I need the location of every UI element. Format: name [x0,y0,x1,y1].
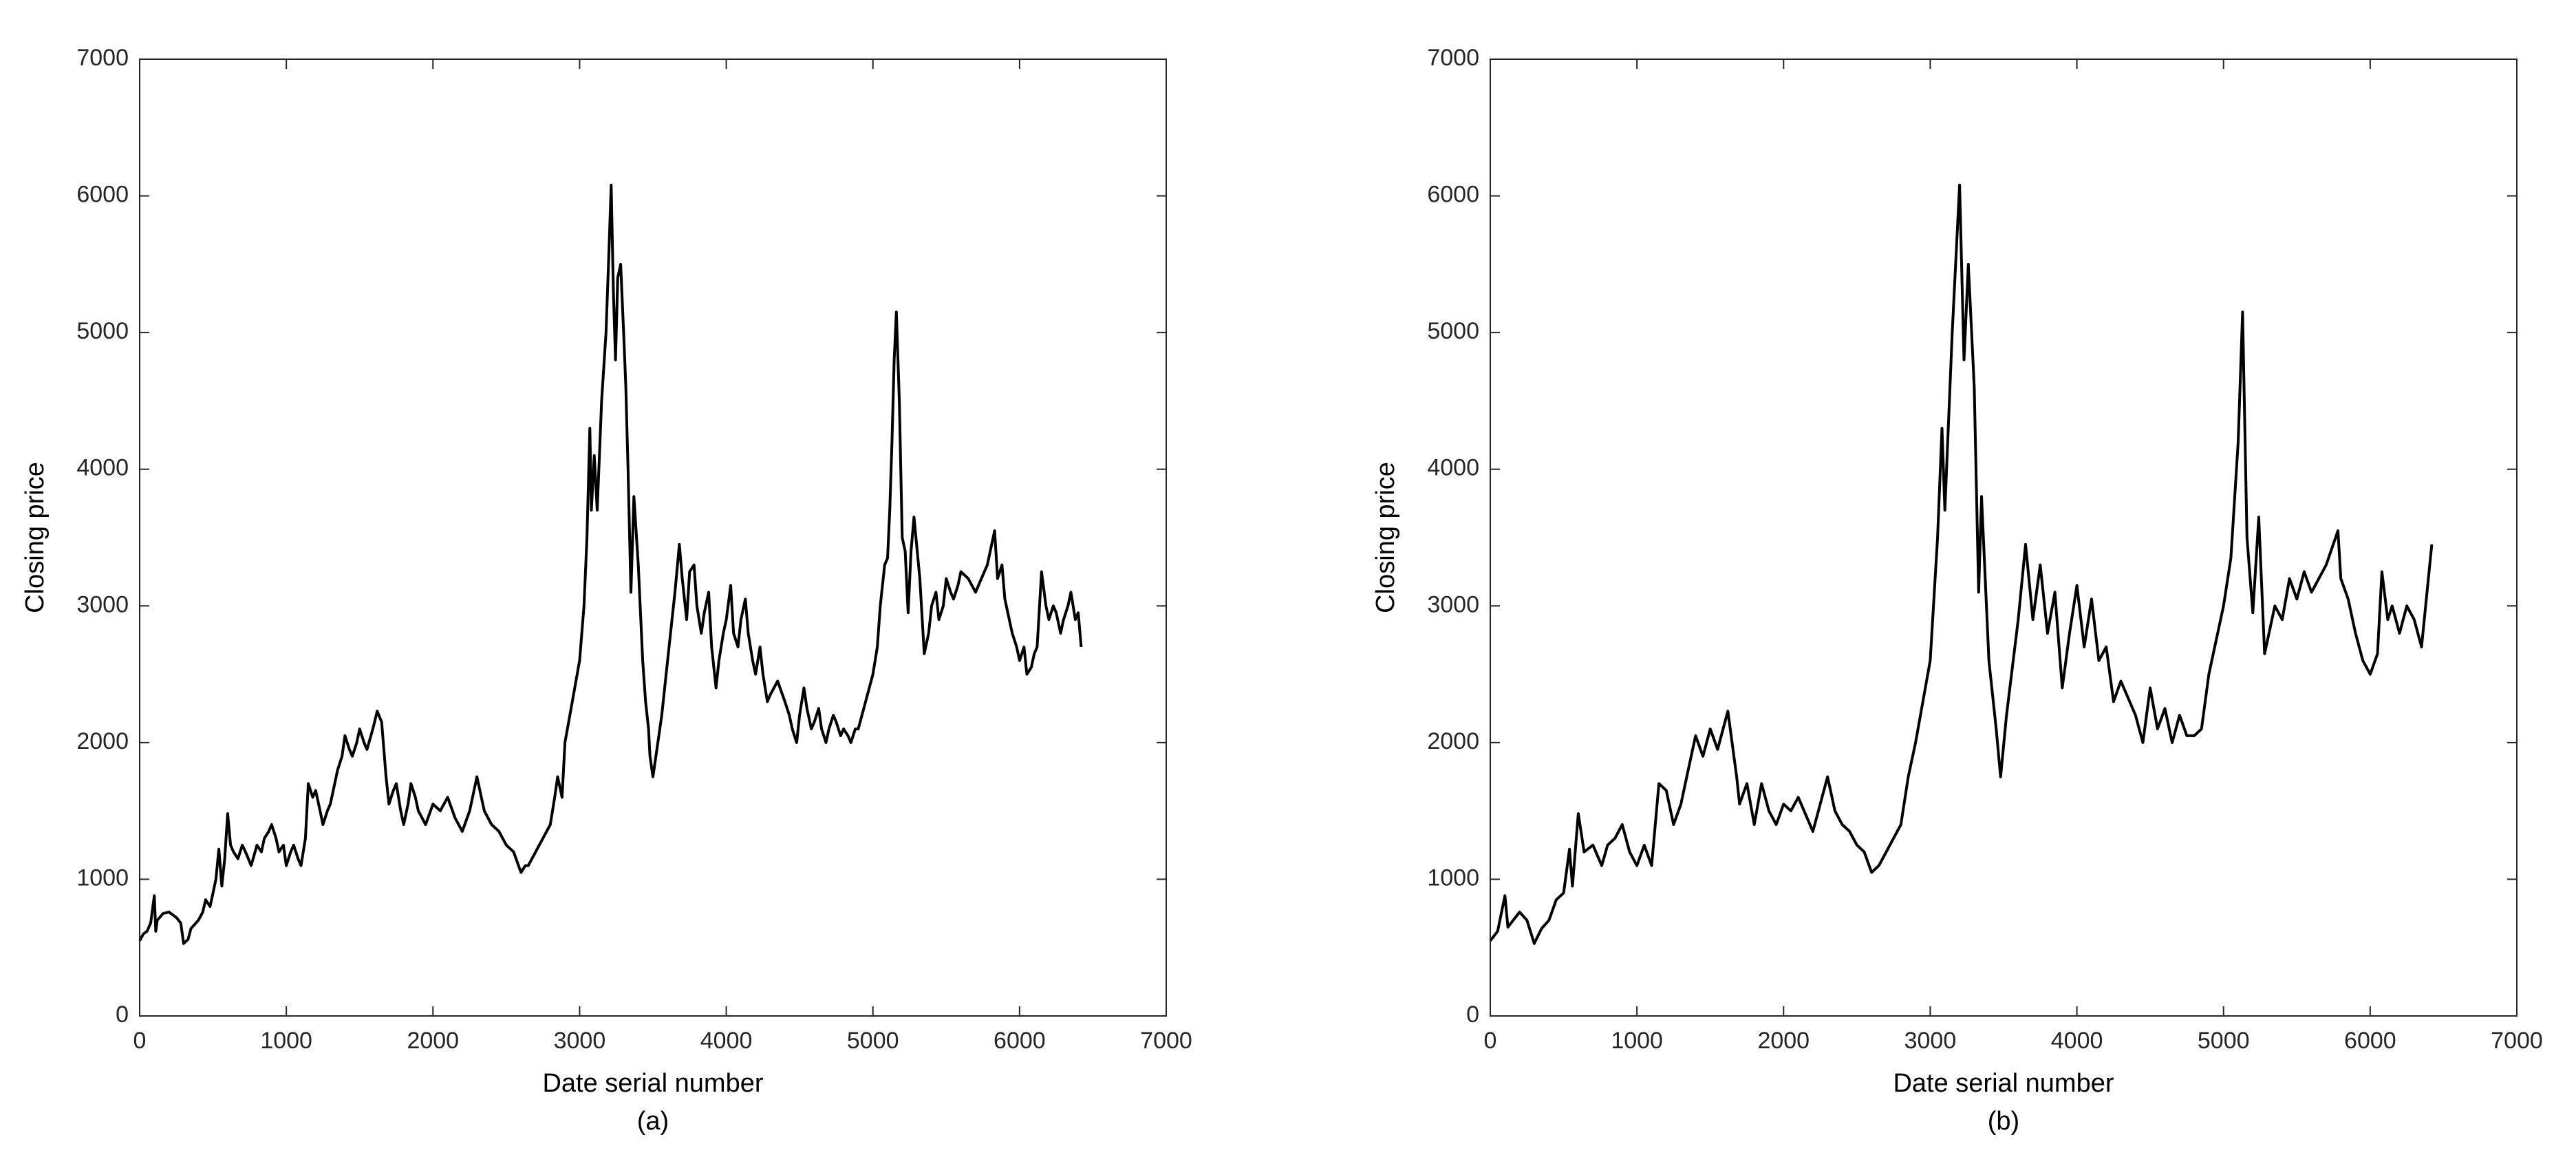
y-tick-label: 7000 [1427,45,1479,71]
y-tick-label: 4000 [1427,455,1479,481]
x-tick-label: 0 [133,1028,147,1054]
x-tick-label: 5000 [847,1028,899,1054]
x-tick-label: 5000 [2198,1028,2250,1054]
y-axis-label: Closing price [1371,462,1400,613]
caption: (b) [1988,1107,2019,1136]
x-tick-label: 7000 [1140,1028,1192,1054]
y-tick-label: 4000 [76,455,129,481]
y-tick-label: 6000 [1427,182,1479,208]
x-tick-label: 1000 [260,1028,312,1054]
x-tick-label: 2000 [1757,1028,1810,1054]
y-tick-label: 5000 [76,318,129,344]
plot-area [140,59,1166,1016]
x-tick-label: 7000 [2491,1028,2543,1054]
x-tick-label: 4000 [2051,1028,2103,1054]
caption: (a) [637,1107,669,1136]
y-tick-label: 7000 [76,45,129,71]
y-tick-label: 3000 [1427,591,1479,617]
x-tick-label: 2000 [407,1028,459,1054]
y-tick-label: 1000 [76,865,129,891]
y-tick-label: 6000 [76,182,129,208]
y-axis-label: Closing price [21,462,50,613]
price-line [1489,183,2434,945]
y-tick-label: 5000 [1427,318,1479,344]
axes-box [139,59,1167,1017]
y-tick-label: 0 [1466,1001,1479,1028]
x-tick-label: 4000 [700,1028,753,1054]
y-tick-label: 2000 [76,728,129,754]
x-tick-label: 6000 [2344,1028,2396,1054]
x-tick-label: 3000 [554,1028,606,1054]
y-tick-label: 2000 [1427,728,1479,754]
x-axis-label: Date serial number [1893,1069,2114,1098]
y-tick-label: 3000 [76,591,129,617]
x-tick-label: 0 [1484,1028,1497,1054]
x-tick-label: 6000 [994,1028,1046,1054]
plot-area [1490,59,2517,1016]
y-tick-label: 1000 [1427,865,1479,891]
x-tick-label: 1000 [1611,1028,1663,1054]
axes-box [1490,59,2518,1017]
y-tick-label: 0 [116,1001,129,1028]
price-line [138,183,1083,945]
x-axis-label: Date serial number [542,1069,763,1098]
x-tick-label: 3000 [1904,1028,1957,1054]
